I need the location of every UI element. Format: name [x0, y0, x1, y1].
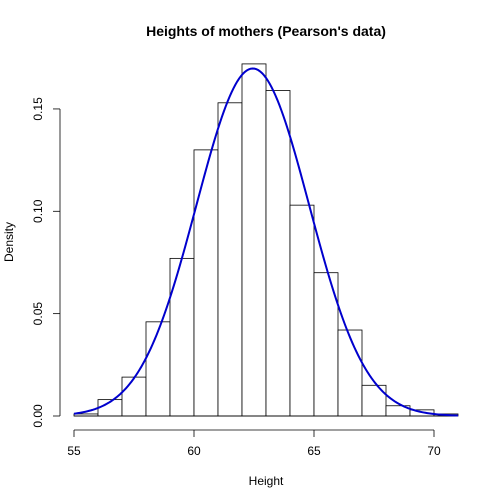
x-tick-label: 65	[307, 444, 321, 458]
histogram-bar	[193, 149, 219, 417]
x-tick-label: 60	[187, 444, 201, 458]
density-curve	[73, 67, 459, 417]
x-axis: 55 60 65 70	[67, 429, 441, 458]
histogram-bar	[145, 321, 171, 417]
histogram-bar	[289, 204, 315, 417]
y-tick-label: 0.00	[31, 404, 45, 428]
y-tick-label: 0.15	[31, 97, 45, 121]
y-tick-label: 0.10	[31, 199, 45, 223]
y-axis-label: Density	[2, 222, 16, 262]
histogram-bar	[121, 376, 147, 417]
histogram-bar	[241, 63, 267, 417]
y-axis: 0.00 0.05 0.10 0.15	[31, 97, 61, 428]
y-tick-label: 0.05	[31, 302, 45, 326]
histogram-bar	[217, 102, 243, 417]
histogram-bars	[73, 63, 459, 417]
x-tick-label: 55	[67, 444, 81, 458]
histogram-bar	[337, 329, 363, 417]
x-axis-label: Height	[249, 474, 284, 488]
histogram-bar	[313, 272, 339, 417]
chart-title: Heights of mothers (Pearson's data)	[146, 23, 386, 39]
histogram-bar	[169, 257, 195, 417]
x-tick-label: 70	[427, 444, 441, 458]
histogram-bar	[265, 90, 291, 417]
